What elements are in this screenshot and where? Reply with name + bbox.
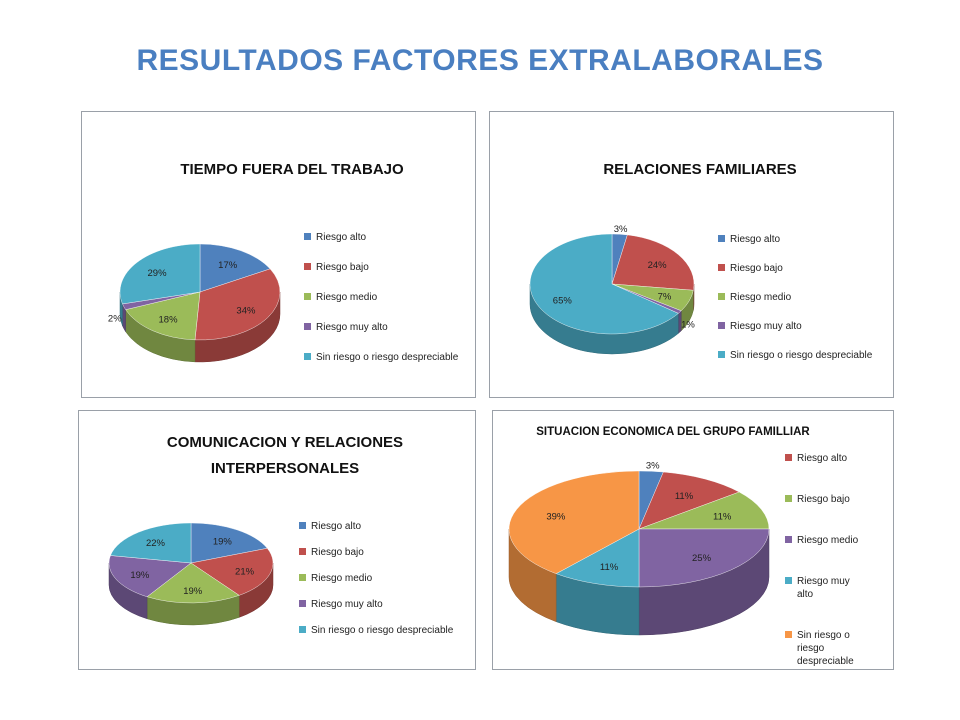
pie-slice — [190, 522, 268, 564]
legend-label: riesgo — [797, 643, 825, 654]
pie-data-label: 7% — [658, 292, 672, 303]
pie-slice — [119, 243, 201, 305]
legend-swatch — [304, 293, 311, 300]
legend-swatch — [304, 233, 311, 240]
pie-slice — [190, 548, 274, 596]
legend-label: Sin riesgo o riesgo despreciable — [316, 352, 459, 363]
pie-slice — [638, 528, 770, 588]
chart-title: COMUNICACION Y RELACIONES — [167, 434, 403, 451]
chart-legend: Riesgo alto Riesgo bajo Riesgo medio Riesgo… — [299, 521, 454, 636]
pie-data-label: 21% — [235, 567, 255, 578]
pie-data-label: 25% — [692, 553, 712, 564]
legend-label: Riesgo muy alto — [311, 599, 383, 610]
pie-slice — [508, 470, 640, 574]
pie-data-label: 11% — [600, 562, 619, 573]
legend-label: Riesgo bajo — [316, 262, 369, 273]
legend-swatch — [299, 548, 306, 555]
pie-data-label: 65% — [553, 295, 573, 306]
legend-swatch — [718, 322, 725, 329]
pie-data-label: 19% — [183, 586, 203, 597]
chart-panel-tiempo-fuera: TIEMPO FUERA DEL TRABAJO 17% 34% 18% 2% 29% Ri… — [81, 111, 476, 398]
legend-label: Sin riesgo o — [797, 630, 850, 641]
pie-slice — [555, 528, 640, 588]
pie-slice — [194, 268, 281, 341]
pie-data-label: 39% — [546, 512, 566, 523]
legend-label: Riesgo bajo — [311, 547, 364, 558]
pie-slice — [638, 491, 770, 530]
legend-label: Riesgo medio — [316, 292, 378, 303]
legend-label: Riesgo bajo — [730, 263, 783, 274]
pie-data-label: 29% — [148, 268, 168, 279]
pie-slice — [146, 562, 240, 604]
pie-slice — [199, 243, 271, 293]
pie-chart-situacion-economica: SITUACION ECONOMICA DEL GRUPO FAMILLIAR 3… — [508, 426, 859, 667]
pie-data-label: 19% — [130, 570, 150, 581]
legend-label: Riesgo alto — [316, 232, 366, 243]
pie-slice — [108, 555, 192, 597]
pie-data-label: 3% — [646, 460, 660, 471]
pie-data-label: 34% — [236, 305, 256, 316]
pie-data-label: 11% — [713, 512, 732, 523]
pie-slice — [638, 471, 740, 530]
chart-title: SITUACION ECONOMICA DEL GRUPO FAMILLIAR — [536, 426, 810, 438]
legend-swatch — [718, 264, 725, 271]
pie-data-label: 19% — [213, 537, 233, 548]
pie-data-label: 22% — [146, 538, 166, 549]
legend-swatch — [785, 536, 792, 543]
legend-label: Riesgo muy alto — [316, 322, 388, 333]
pie-data-label: 24% — [648, 260, 668, 271]
pie-data-label: 3% — [614, 224, 628, 235]
legend-label: Riesgo muy — [797, 576, 850, 587]
legend-swatch — [718, 351, 725, 358]
pie-data-label: 18% — [159, 314, 179, 325]
legend-swatch — [304, 263, 311, 270]
chart-title: RELACIONES FAMILIARES — [603, 161, 796, 178]
legend-label: Riesgo muy alto — [730, 321, 802, 332]
legend-label: Riesgo alto — [311, 521, 361, 532]
page-title: RESULTADOS FACTORES EXTRALABORALES — [136, 44, 824, 77]
pie-slice — [110, 522, 192, 564]
legend-swatch — [299, 574, 306, 581]
legend-swatch — [299, 626, 306, 633]
chart-legend: Riesgo alto Riesgo bajo Riesgo medio Riesgo… — [718, 234, 873, 361]
chart-title: INTERPERSONALES — [211, 460, 359, 477]
pie-data-label: 2% — [108, 313, 122, 324]
legend-label: despreciable — [797, 656, 854, 667]
legend-swatch — [718, 235, 725, 242]
legend-swatch — [304, 353, 311, 360]
legend-label: Riesgo medio — [730, 292, 792, 303]
legend-swatch — [785, 454, 792, 461]
legend-label: alto — [797, 589, 814, 600]
pie-data-label: 1% — [681, 319, 695, 330]
pie-chart-relaciones-familiares: RELACIONES FAMILIARES 3% 24% 7% 1% 65% Riesgo … — [529, 161, 873, 361]
pie-chart-comunicacion: COMUNICACION Y RELACIONES INTERPERSONALES… — [108, 434, 454, 636]
pie-slice — [529, 233, 679, 335]
chart-panel-relaciones-familiares: RELACIONES FAMILIARES 3% 24% 7% 1% 65% Riesgo … — [489, 111, 894, 398]
legend-swatch — [304, 323, 311, 330]
chart-title: TIEMPO FUERA DEL TRABAJO — [180, 161, 404, 178]
legend-label: Sin riesgo o riesgo despreciable — [730, 350, 873, 361]
legend-label: Riesgo alto — [730, 234, 780, 245]
pie-slice — [611, 234, 695, 291]
legend-swatch — [785, 577, 792, 584]
legend-swatch — [785, 495, 792, 502]
legend-label: Riesgo alto — [797, 453, 847, 464]
legend-label: Sin riesgo o riesgo despreciable — [311, 625, 454, 636]
chart-panel-comunicacion: COMUNICACION Y RELACIONES INTERPERSONALES… — [78, 410, 476, 670]
legend-swatch — [785, 631, 792, 638]
pie-chart-tiempo-fuera: TIEMPO FUERA DEL TRABAJO 17% 34% 18% 2% 29% Ri… — [108, 161, 459, 363]
legend-label: Riesgo medio — [311, 573, 373, 584]
chart-legend: Riesgo alto Riesgo bajo Riesgo medio Riesgo… — [304, 232, 459, 363]
pie-sides — [508, 528, 770, 636]
pie-slice — [125, 291, 201, 341]
legend-swatch — [299, 522, 306, 529]
chart-panel-situacion-economica: SITUACION ECONOMICA DEL GRUPO FAMILLIAR 3… — [492, 410, 894, 670]
legend-label: Riesgo bajo — [797, 494, 850, 505]
legend-swatch — [299, 600, 306, 607]
legend-swatch — [718, 293, 725, 300]
legend-label: Riesgo medio — [797, 535, 859, 546]
chart-legend: Riesgo alto Riesgo bajo Riesgo medio Riesgo… — [785, 453, 859, 667]
pie-data-label: 11% — [675, 491, 694, 502]
pie-data-label: 17% — [218, 260, 238, 271]
